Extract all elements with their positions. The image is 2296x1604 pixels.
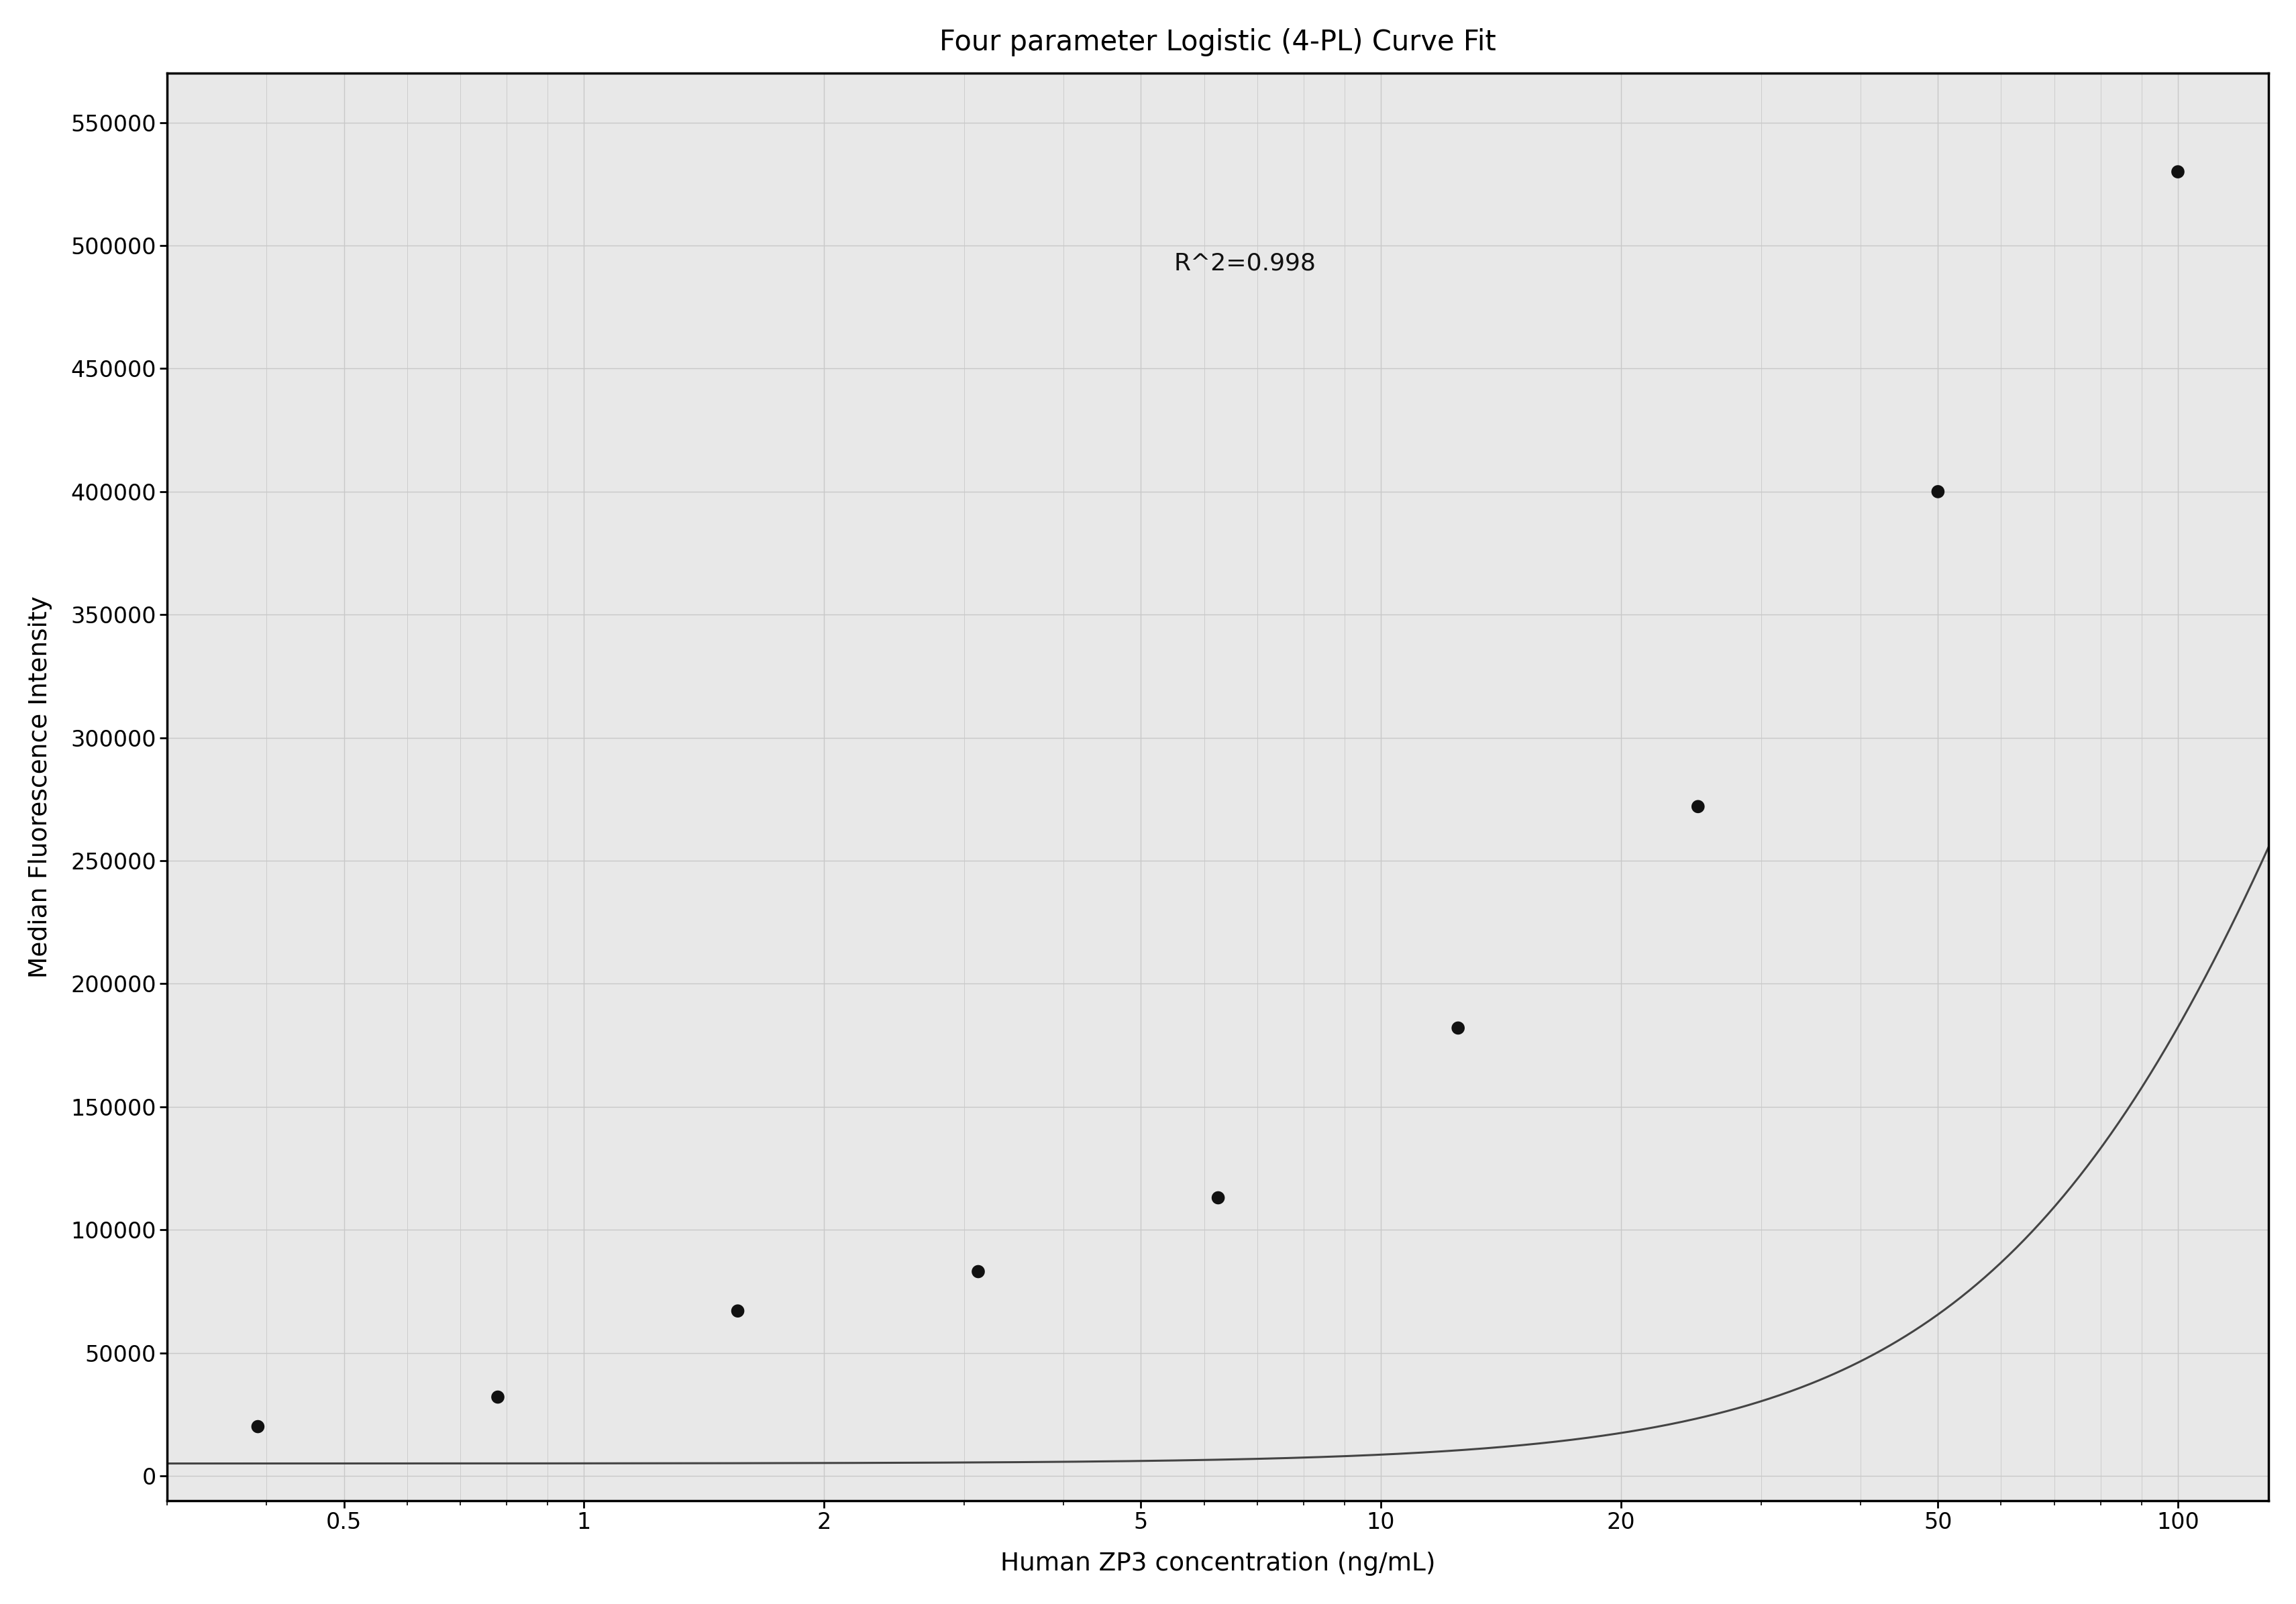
Point xyxy=(1678,794,1715,820)
Point xyxy=(719,1298,755,1323)
Title: Four parameter Logistic (4-PL) Curve Fit: Four parameter Logistic (4-PL) Curve Fit xyxy=(939,27,1495,56)
Y-axis label: Median Fluorescence Intensity: Median Fluorescence Intensity xyxy=(28,595,53,978)
Point xyxy=(2158,159,2195,184)
Point xyxy=(1440,1015,1476,1041)
Point xyxy=(239,1413,276,1439)
X-axis label: Human ZP3 concentration (ng/mL): Human ZP3 concentration (ng/mL) xyxy=(1001,1553,1435,1577)
Point xyxy=(960,1259,996,1285)
Point xyxy=(1919,480,1956,505)
Point xyxy=(480,1384,517,1410)
Point xyxy=(1199,1185,1235,1211)
Text: R^2=0.998: R^2=0.998 xyxy=(1173,252,1316,274)
